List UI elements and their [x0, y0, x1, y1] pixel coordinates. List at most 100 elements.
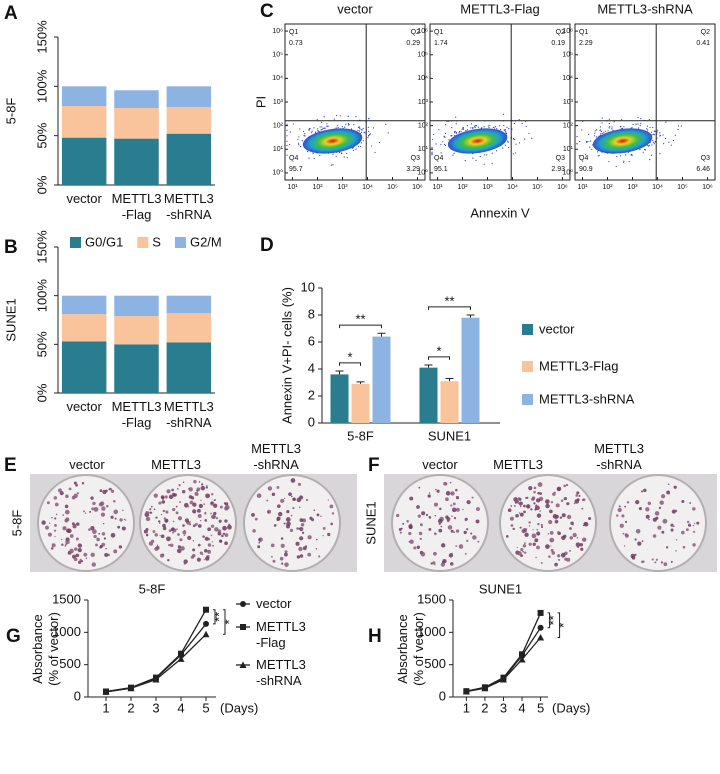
event-dot	[654, 141, 656, 143]
colony	[463, 530, 467, 535]
event-dot	[435, 143, 437, 145]
event-dot	[340, 152, 343, 154]
event-dot	[315, 131, 317, 133]
quadrant-name: Q3	[411, 155, 420, 162]
colony	[534, 508, 537, 511]
event-dot	[528, 132, 530, 134]
colony	[270, 543, 275, 548]
colony	[74, 547, 78, 551]
significance-bracket	[223, 609, 226, 635]
event-dot	[668, 141, 670, 143]
colony	[331, 512, 335, 515]
colony	[569, 527, 572, 530]
colony	[540, 525, 544, 528]
event-dot	[289, 131, 291, 133]
colony	[183, 502, 189, 508]
event-dot	[584, 153, 587, 156]
colony	[224, 519, 228, 523]
quadrant-value: 3.29	[406, 166, 420, 173]
legend-label: vector	[539, 321, 575, 336]
colony	[434, 532, 436, 535]
colony	[276, 486, 280, 489]
colony	[576, 498, 580, 502]
colony	[330, 522, 333, 526]
y-tick-label: 10⁴	[417, 75, 428, 82]
colony	[534, 538, 539, 543]
marker	[537, 634, 545, 641]
event-dot	[576, 143, 578, 145]
marker	[203, 606, 209, 613]
colony	[295, 541, 300, 546]
quadrant-value: 0.73	[289, 40, 303, 47]
event-dot	[594, 130, 596, 132]
event-dot	[483, 126, 485, 128]
colony	[193, 479, 197, 484]
colony	[227, 524, 232, 530]
event-dot	[486, 154, 488, 156]
colony	[672, 525, 675, 528]
event-dot	[524, 138, 526, 140]
colony	[290, 495, 293, 498]
colony	[95, 543, 98, 547]
colony	[200, 485, 206, 491]
y-axis-label: PI	[253, 96, 268, 108]
legend-label: METTL3 -Flag	[256, 619, 306, 650]
colony	[277, 504, 281, 508]
colony	[563, 484, 566, 488]
colony	[194, 491, 199, 496]
colony	[450, 562, 454, 566]
event-dot	[518, 119, 520, 121]
bar-segment	[61, 341, 107, 393]
colony	[205, 556, 210, 561]
colony	[302, 546, 307, 551]
event-dot	[664, 137, 667, 140]
event-dot	[311, 130, 313, 132]
colony	[258, 541, 261, 544]
event-dot	[507, 141, 509, 143]
colony	[670, 560, 673, 563]
colony	[471, 496, 474, 499]
colony	[552, 492, 556, 496]
colony	[531, 497, 535, 501]
event-dot	[644, 148, 646, 151]
quadrant-value: 95.7	[289, 166, 303, 173]
colony	[168, 494, 174, 500]
error-bar	[445, 377, 454, 382]
x-tick-label: 10²	[602, 184, 613, 191]
x-tick-label: 1	[102, 700, 109, 715]
event-dot	[442, 141, 444, 143]
colony	[168, 529, 172, 533]
colony	[519, 526, 522, 529]
colony	[89, 510, 92, 513]
colony	[472, 535, 477, 540]
x-tick-label: 5	[537, 700, 544, 715]
event-dot	[289, 143, 291, 146]
event-dot	[525, 125, 527, 127]
event-dot	[623, 161, 625, 163]
x-tick-label: METTL3 -shRNA	[163, 399, 214, 430]
colony	[455, 529, 460, 533]
colony	[583, 521, 589, 527]
colony	[301, 531, 305, 534]
event-dot	[637, 123, 639, 125]
colony	[296, 497, 302, 503]
colony	[576, 491, 580, 495]
x-tick-label: 10¹	[432, 184, 443, 191]
event-dot	[313, 127, 315, 129]
event-dot	[355, 148, 357, 150]
colony	[641, 560, 645, 563]
event-dot	[299, 128, 301, 130]
colony	[159, 522, 161, 525]
colony	[512, 527, 515, 531]
colony	[283, 522, 286, 525]
event-dot	[492, 126, 494, 129]
colony	[175, 505, 178, 508]
event-dot	[646, 144, 649, 146]
colony	[523, 504, 526, 508]
x-tick-label: 4	[177, 700, 184, 715]
colony	[94, 502, 96, 505]
quadrant-name: Q4	[289, 155, 298, 162]
colony	[202, 553, 204, 556]
colony	[439, 507, 442, 511]
colony	[177, 516, 183, 521]
